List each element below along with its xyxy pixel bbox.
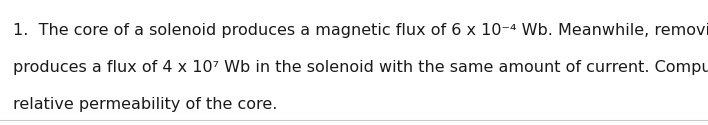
Text: 1.  The core of a solenoid produces a magnetic flux of 6 x 10⁻⁴ Wb. Meanwhile, r: 1. The core of a solenoid produces a mag…	[13, 22, 708, 38]
Text: produces a flux of 4 x 10⁷ Wb in the solenoid with the same amount of current. C: produces a flux of 4 x 10⁷ Wb in the sol…	[13, 60, 708, 75]
Text: relative permeability of the core.: relative permeability of the core.	[13, 98, 277, 112]
